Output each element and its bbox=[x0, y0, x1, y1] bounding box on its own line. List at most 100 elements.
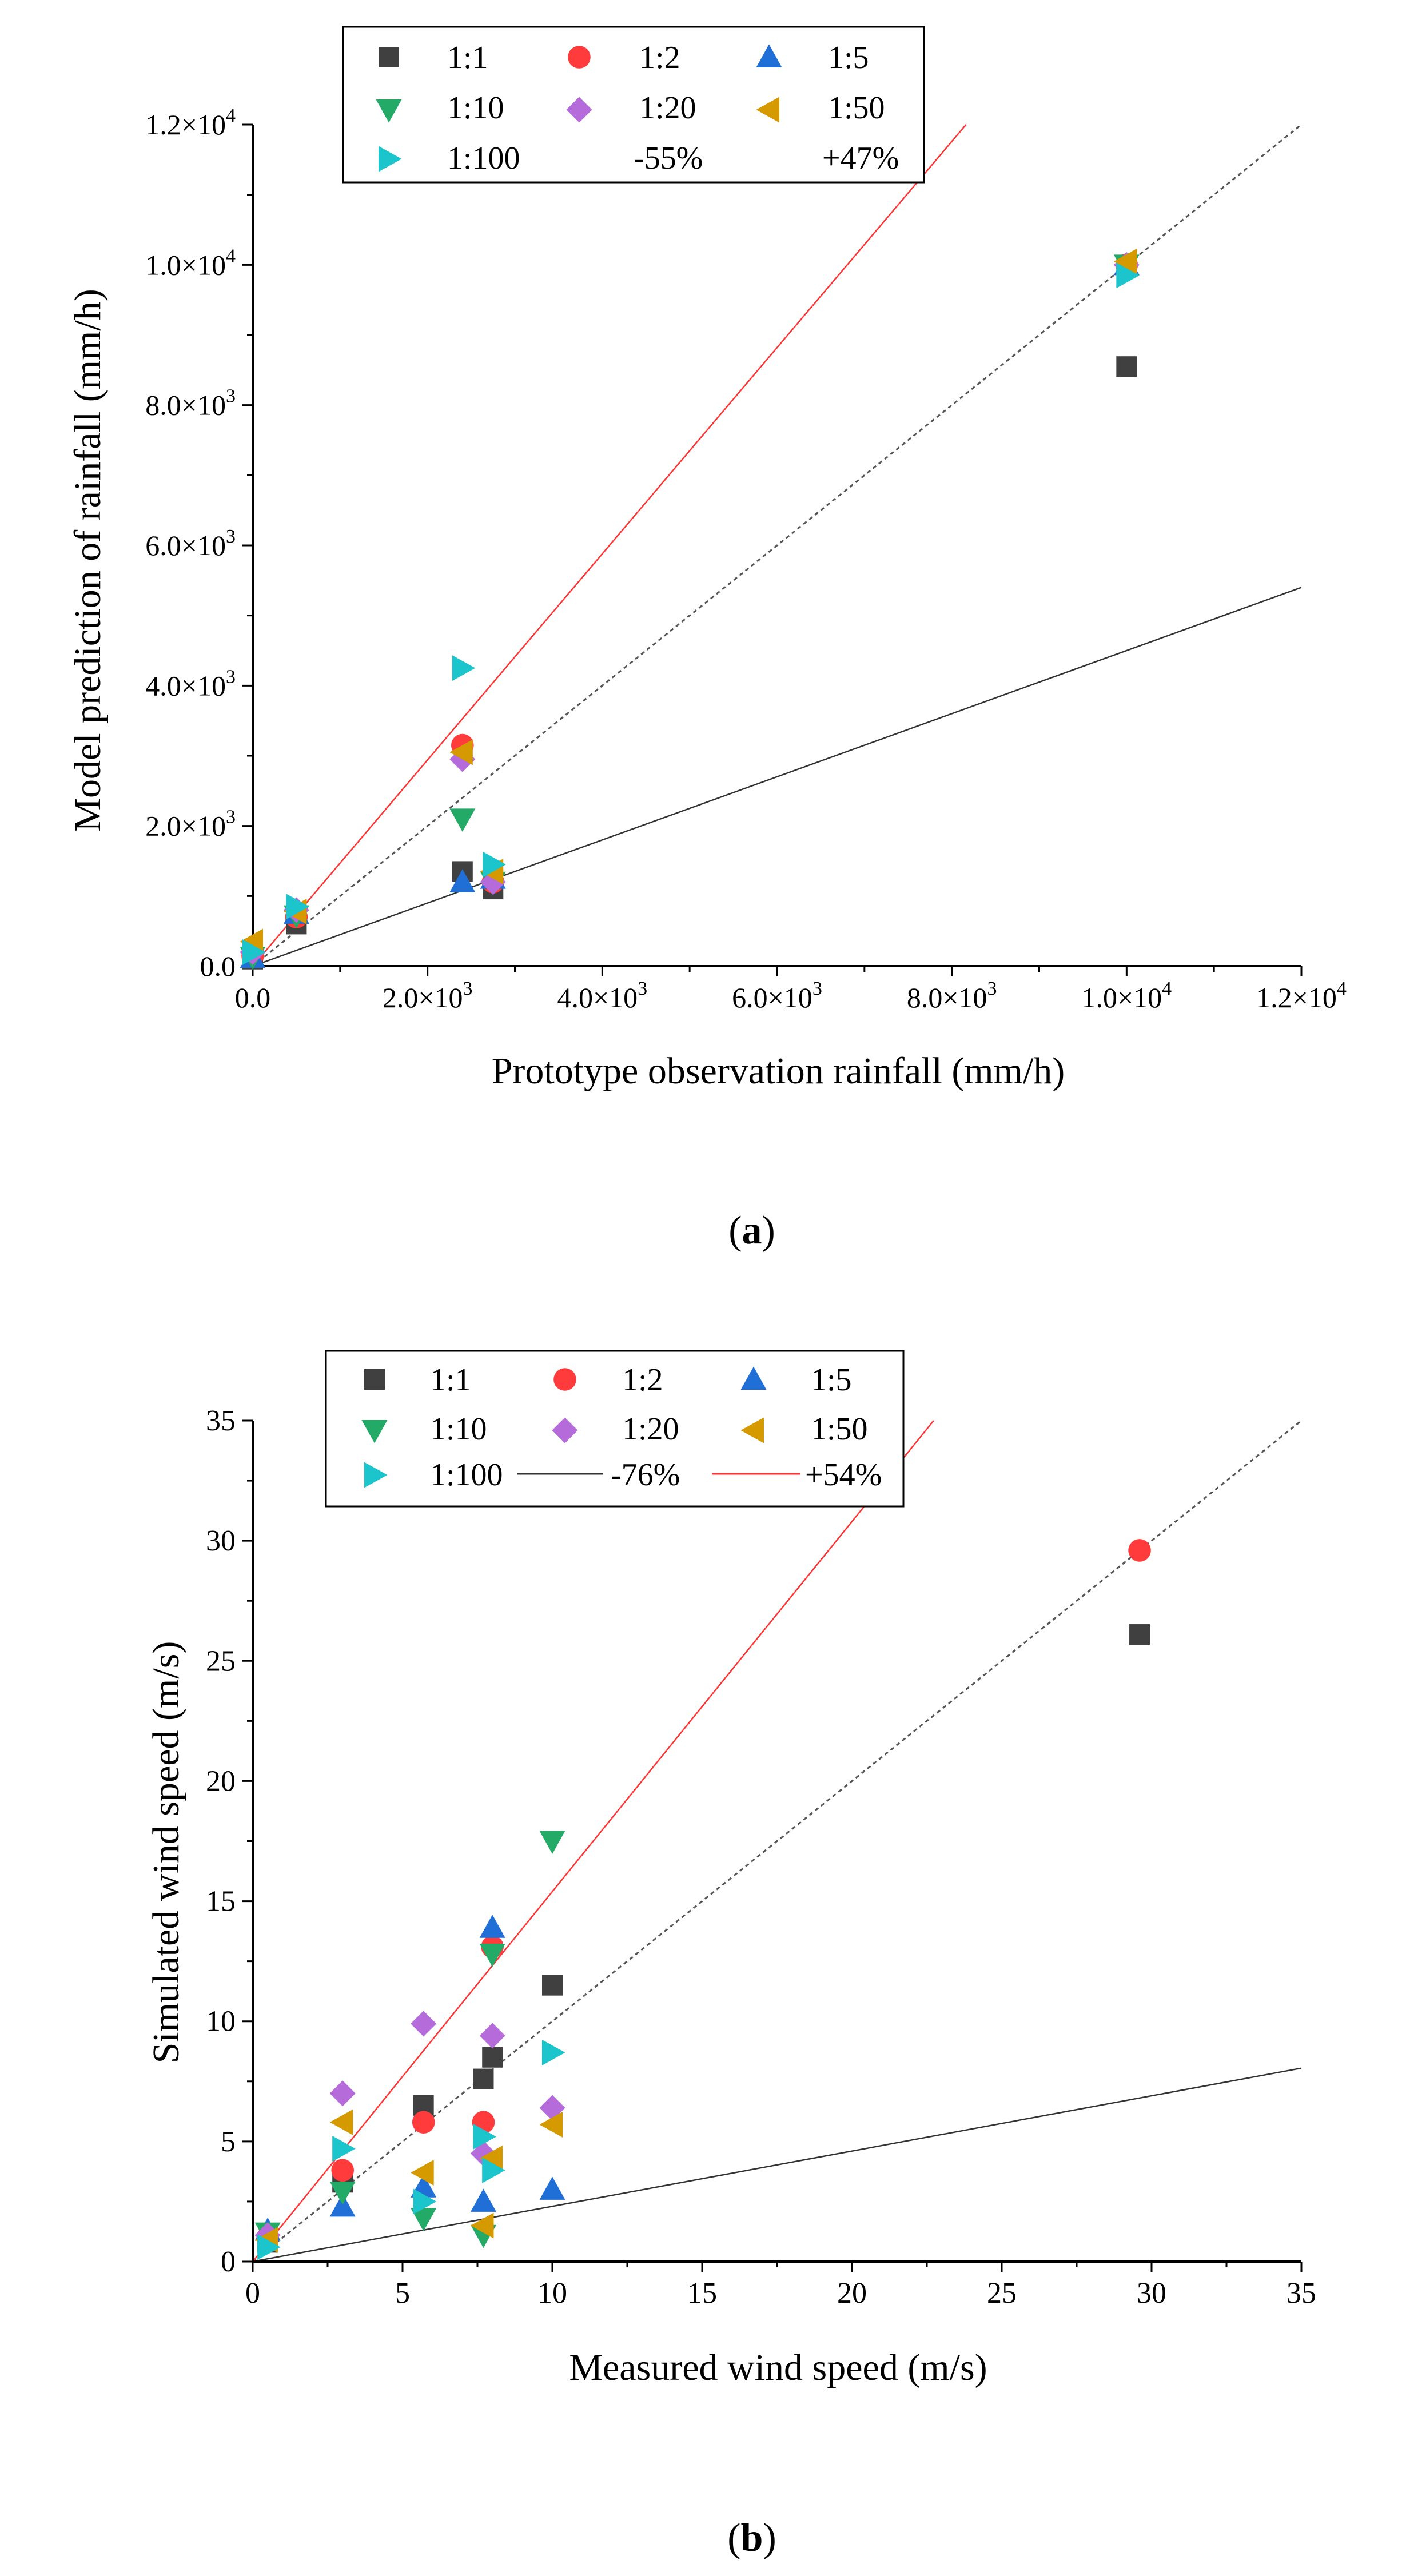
a-point-1-100 bbox=[452, 655, 476, 681]
a-refline-1-1-reference bbox=[252, 123, 1302, 967]
panel-a-caption: (a) bbox=[728, 1209, 775, 1253]
a-point-1-1 bbox=[1116, 356, 1137, 377]
b-point-1-5 bbox=[470, 2188, 496, 2212]
a-x-tick-label: 1.2×104 bbox=[1256, 978, 1347, 1014]
a-y-tick-label: 6.0×103 bbox=[145, 526, 236, 561]
b-point-1-20 bbox=[479, 2023, 505, 2049]
panel-b-legend-label-1-1: 1:1 bbox=[430, 1362, 471, 1398]
b-point-1-50 bbox=[329, 2109, 353, 2135]
panel-b-wind-speed: 0 5 10 15 20 25 30 35 0 5 10 15 20 25 30 35 Measured wi… bbox=[145, 1350, 1316, 2560]
a-legend-marker-1-1 bbox=[379, 47, 399, 67]
a-legend-marker-1-5 bbox=[756, 44, 782, 67]
a-point-1-50 bbox=[1113, 248, 1137, 274]
b-refline-76 bbox=[252, 2067, 1302, 2263]
b-legend-marker-1-100 bbox=[364, 1462, 388, 1488]
b-legend-marker-1-10 bbox=[361, 1420, 388, 1443]
a-y-tick-label: 1.0×104 bbox=[145, 245, 236, 281]
b-point-1-2 bbox=[1128, 1539, 1151, 1562]
b-point-1-5 bbox=[329, 2193, 356, 2217]
b-refline-54 bbox=[252, 1420, 934, 2262]
b-y-tick-label: 25 bbox=[206, 1645, 236, 1677]
a-x-tick-label: 1.0×104 bbox=[1081, 978, 1172, 1014]
panel-b-legend-label-1-50: 1:50 bbox=[811, 1411, 868, 1447]
panel-b-caption: (b) bbox=[727, 2516, 776, 2560]
a-point-1-100 bbox=[1116, 262, 1140, 289]
b-point-1-2 bbox=[331, 2159, 354, 2182]
a-y-tick-label: 2.0×103 bbox=[145, 807, 236, 842]
b-y-tick-label: 35 bbox=[206, 1405, 236, 1437]
b-x-tick-label: 5 bbox=[395, 2277, 410, 2310]
b-point-1-10 bbox=[411, 2208, 437, 2231]
b-point-1-1 bbox=[1129, 1624, 1150, 1645]
a-legend-marker-1-50 bbox=[756, 97, 779, 123]
b-point-1-100 bbox=[413, 2188, 437, 2215]
b-y-tick-label: 30 bbox=[206, 1525, 236, 1557]
panel-a-legend-label-1-100: 1:100 bbox=[447, 141, 520, 176]
panel-b-legend-label-plus54: +54% bbox=[805, 1457, 882, 1493]
b-point-1-100 bbox=[257, 2234, 281, 2260]
panel-b-legend-label-1-5: 1:5 bbox=[811, 1362, 852, 1398]
panel-a-reference-lines bbox=[252, 123, 1302, 967]
panel-b-markers bbox=[254, 1539, 1151, 2260]
panel-b-legend-markers bbox=[361, 1366, 767, 1488]
panel-a-x-axis-label: Prototype observation rainfall (mm/h) bbox=[492, 1050, 1065, 1092]
a-y-tick-label: 1.2×104 bbox=[145, 105, 236, 141]
panel-a-y-axis-label: Model prediction of rainfall (mm/h) bbox=[67, 289, 109, 831]
b-point-1-20 bbox=[411, 2011, 437, 2037]
panel-a-rainfall: 0.0 2.0×103 4.0×103 6.0×103 8.0×103 1.0×104 1.… bbox=[67, 26, 1347, 1253]
b-legend-marker-1-2 bbox=[553, 1368, 576, 1391]
b-x-tick-label: 0 bbox=[245, 2277, 260, 2310]
panel-b-legend: 1:1 1:2 1:5 1:10 1:20 1:50 1:100 -76% +5… bbox=[325, 1350, 905, 1508]
a-legend-marker-1-20 bbox=[566, 97, 592, 123]
b-x-tick-label: 35 bbox=[1286, 2277, 1316, 2310]
a-legend-marker-1-2 bbox=[568, 46, 591, 69]
b-point-1-100 bbox=[542, 2039, 565, 2065]
panel-b-x-axis-label: Measured wind speed (m/s) bbox=[569, 2347, 987, 2388]
a-point-1-50 bbox=[449, 739, 473, 765]
b-y-tick-label: 5 bbox=[221, 2126, 236, 2158]
panel-b-axes: 0 5 10 15 20 25 30 35 0 5 10 15 20 25 30 35 bbox=[206, 1405, 1316, 2310]
a-point-1-5 bbox=[449, 869, 476, 892]
panel-a-legend: 1:1 1:2 1:5 1:10 1:20 1:50 1:100 -55% +4… bbox=[342, 26, 925, 184]
panel-a-legend-label-1-50: 1:50 bbox=[828, 90, 885, 126]
a-point-1-100 bbox=[483, 851, 506, 878]
b-point-1-50 bbox=[470, 2212, 494, 2239]
panel-b-y-axis-label: Simulated wind speed (m/s) bbox=[145, 1641, 187, 2064]
b-point-1-10 bbox=[539, 1831, 565, 1854]
b-point-1-100 bbox=[332, 2135, 356, 2162]
panel-b-legend-label-1-20: 1:20 bbox=[622, 1411, 679, 1447]
panel-a-legend-label-plus47: +47% bbox=[822, 141, 899, 176]
panel-a-axes: 0.0 2.0×103 4.0×103 6.0×103 8.0×103 1.0×104 1.… bbox=[145, 105, 1347, 1014]
a-y-tick-label: 4.0×103 bbox=[145, 666, 236, 701]
b-point-1-50 bbox=[539, 2111, 563, 2138]
panel-b-legend-label-1-10: 1:10 bbox=[430, 1411, 487, 1447]
panel-a-legend-label-minus55: -55% bbox=[634, 141, 703, 176]
a-x-tick-label: 4.0×103 bbox=[557, 978, 647, 1014]
b-x-tick-label: 10 bbox=[537, 2277, 567, 2310]
a-y-tick-label: 8.0×103 bbox=[145, 386, 236, 421]
a-refline-55 bbox=[252, 587, 1302, 967]
b-legend-marker-1-5 bbox=[740, 1366, 767, 1390]
b-legend-marker-1-20 bbox=[552, 1417, 578, 1443]
b-point-1-2 bbox=[412, 2111, 435, 2134]
a-x-tick-label: 0.0 bbox=[235, 982, 271, 1014]
a-point-1-100 bbox=[286, 894, 309, 920]
a-legend-marker-1-10 bbox=[376, 99, 402, 123]
b-legend-marker-1-1 bbox=[364, 1369, 385, 1390]
a-legend-marker-1-100 bbox=[379, 146, 402, 172]
a-y-tick-label: 0.0 bbox=[200, 950, 236, 982]
panel-b-legend-label-1-2: 1:2 bbox=[622, 1362, 663, 1398]
b-point-1-1 bbox=[473, 2068, 494, 2089]
panel-a-legend-label-1-10: 1:10 bbox=[447, 90, 504, 126]
b-point-1-1 bbox=[542, 1975, 563, 1996]
panel-a-legend-label-1-2: 1:2 bbox=[639, 40, 680, 75]
b-y-tick-label: 15 bbox=[206, 1885, 236, 1918]
b-point-1-10 bbox=[479, 1944, 505, 1967]
b-point-1-100 bbox=[473, 2123, 496, 2150]
panel-a-markers bbox=[240, 248, 1140, 970]
a-refline-47 bbox=[252, 124, 967, 967]
b-x-tick-label: 20 bbox=[837, 2277, 867, 2310]
b-y-tick-label: 0 bbox=[221, 2246, 236, 2278]
b-y-tick-label: 20 bbox=[206, 1765, 236, 1797]
